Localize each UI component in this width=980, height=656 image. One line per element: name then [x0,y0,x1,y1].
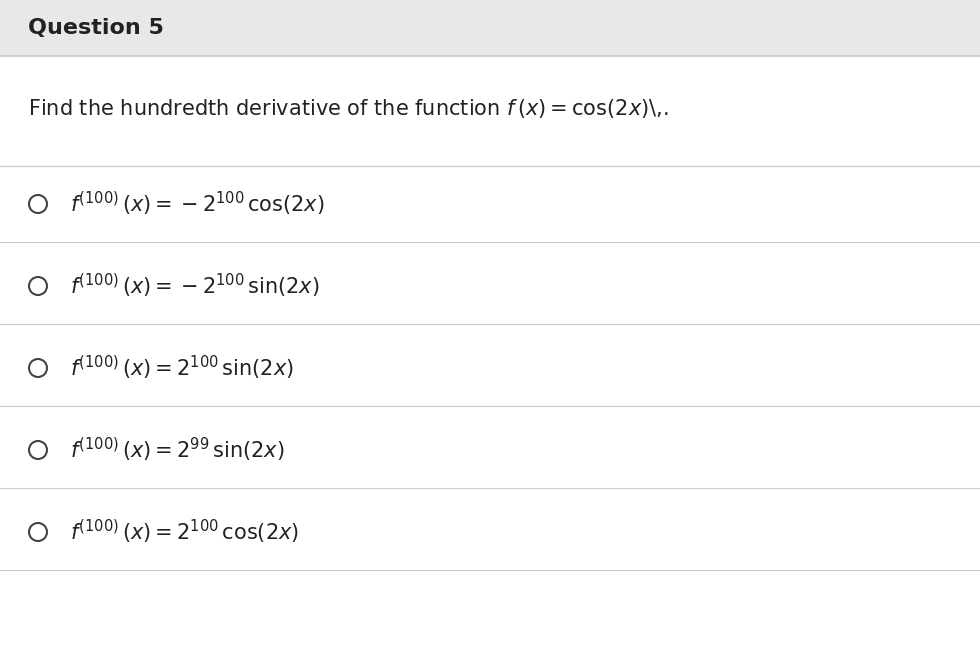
Text: $f^{(100)}\,(x) = -2^{100}\,\sin(2x)$: $f^{(100)}\,(x) = -2^{100}\,\sin(2x)$ [70,272,319,300]
Text: Question 5: Question 5 [28,18,164,38]
Text: Find the hundredth derivative of the function $f\,(x) = \cos(2x)$\,.: Find the hundredth derivative of the fun… [28,96,668,119]
Text: $f^{(100)}\,(x) = -2^{100}\,\cos(2x)$: $f^{(100)}\,(x) = -2^{100}\,\cos(2x)$ [70,190,324,218]
Text: $f^{(100)}\,(x) = 2^{100}\,\sin(2x)$: $f^{(100)}\,(x) = 2^{100}\,\sin(2x)$ [70,354,294,382]
Text: $f^{(100)}\,(x) = 2^{100}\,\cos(2x)$: $f^{(100)}\,(x) = 2^{100}\,\cos(2x)$ [70,518,299,546]
Text: $f^{(100)}\,(x) = 2^{99}\,\sin(2x)$: $f^{(100)}\,(x) = 2^{99}\,\sin(2x)$ [70,436,284,464]
FancyBboxPatch shape [0,0,980,56]
